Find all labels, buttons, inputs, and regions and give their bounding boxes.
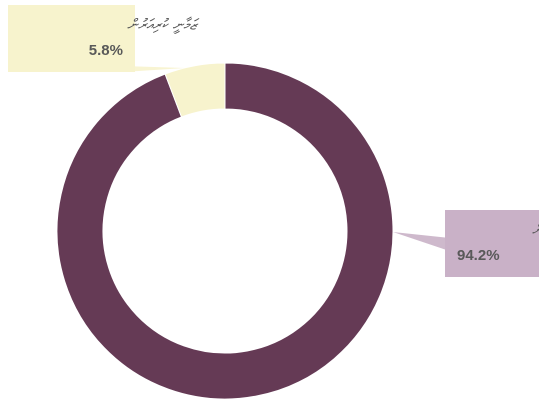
label-value: 94.2%: [457, 247, 500, 264]
leader-line: [393, 232, 445, 250]
label-name: އަހަރުގެ ކުރިއަށް: [532, 221, 539, 239]
label-box: [445, 210, 539, 277]
label-box: [8, 5, 135, 72]
label-name: ޒަމާނީ ކުރިއަރުން: [127, 16, 199, 35]
donut-segment: [56, 62, 394, 400]
label-value: 5.8%: [89, 42, 123, 59]
leader-line: [122, 66, 185, 72]
donut-segment: [164, 62, 226, 118]
